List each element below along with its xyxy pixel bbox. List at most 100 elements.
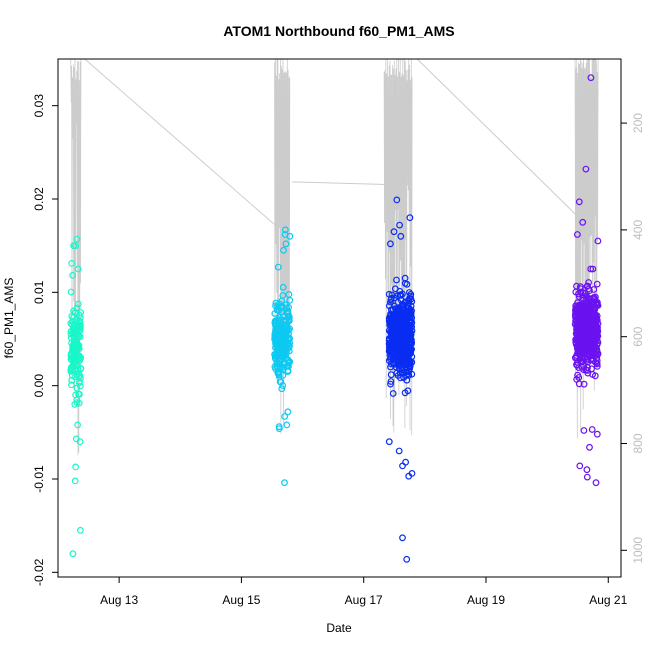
- data-point: [573, 323, 581, 330]
- data-point: [385, 438, 393, 446]
- data-point: [403, 555, 411, 563]
- data-point: [399, 534, 406, 542]
- data-point: [385, 336, 393, 344]
- data-point: [280, 246, 287, 254]
- y2-tick-label: 800: [631, 433, 645, 453]
- x-tick-label: Aug 21: [589, 593, 627, 607]
- data-point: [284, 408, 292, 416]
- data-point: [286, 296, 294, 304]
- x-tick-label: Aug 13: [100, 593, 138, 607]
- data-point: [401, 274, 409, 282]
- data-point: [403, 348, 411, 355]
- data-point: [593, 430, 601, 438]
- data-point: [398, 332, 406, 339]
- data-point: [591, 344, 599, 351]
- data-point: [70, 307, 77, 315]
- data-point: [69, 550, 77, 558]
- data-point: [74, 300, 82, 308]
- data-point: [592, 479, 600, 487]
- data-point: [399, 349, 406, 357]
- data-point: [572, 302, 580, 310]
- secondary-line-connector: [292, 181, 385, 185]
- data-point: [394, 312, 402, 320]
- data-point: [397, 374, 404, 382]
- data-point: [72, 242, 79, 250]
- data-point: [592, 325, 599, 333]
- data-point: [75, 311, 83, 319]
- data-point: [594, 237, 602, 245]
- data-point: [285, 363, 292, 370]
- data-point: [395, 333, 403, 340]
- data-point: [385, 357, 393, 365]
- y-tick-label: 0.02: [32, 187, 46, 211]
- data-point: [395, 447, 403, 455]
- data-point: [404, 311, 412, 319]
- secondary-line-burst: [70, 58, 82, 456]
- data-point: [70, 313, 77, 321]
- data-point: [590, 294, 598, 301]
- data-point: [577, 312, 585, 320]
- data-point: [583, 466, 591, 474]
- data-point: [585, 285, 592, 293]
- data-point: [398, 327, 406, 335]
- data-point: [277, 340, 284, 347]
- data-point: [575, 374, 583, 381]
- data-point: [74, 265, 82, 273]
- data-point: [76, 357, 83, 365]
- data-point: [71, 400, 79, 408]
- data-point: [399, 462, 406, 470]
- data-point: [581, 325, 589, 333]
- data-point: [67, 366, 75, 374]
- data-point: [74, 366, 82, 373]
- data-point: [278, 385, 286, 393]
- data-point: [593, 348, 601, 356]
- data-point: [575, 344, 582, 352]
- data-point: [588, 426, 596, 433]
- data-point: [575, 198, 583, 206]
- y-axis-title: f60_PM1_AMS: [2, 278, 16, 359]
- data-point: [271, 317, 279, 325]
- data-point: [399, 317, 407, 325]
- data-point: [393, 196, 401, 204]
- data-point: [67, 288, 75, 296]
- data-point: [405, 339, 412, 347]
- data-point: [578, 344, 586, 352]
- data-point: [589, 265, 597, 273]
- data-point: [580, 333, 588, 341]
- y-tick-label: 0.00: [32, 374, 46, 398]
- data-point: [587, 74, 595, 82]
- data-point: [593, 280, 601, 288]
- data-point: [279, 283, 287, 291]
- data-point: [408, 358, 416, 366]
- data-point: [393, 353, 401, 360]
- data-point: [75, 390, 82, 398]
- y2-tick-label: 400: [631, 220, 645, 240]
- data-point: [400, 340, 408, 348]
- data-point: [580, 380, 588, 388]
- data-point: [407, 328, 414, 336]
- data-point: [387, 240, 394, 248]
- data-point: [397, 291, 405, 299]
- data-point: [405, 472, 413, 480]
- data-point: [575, 380, 583, 388]
- x-tick-label: Aug 17: [345, 593, 383, 607]
- data-point: [593, 360, 601, 368]
- data-point: [388, 295, 395, 302]
- data-point: [385, 314, 393, 322]
- data-point: [587, 344, 594, 352]
- y-tick-label: -0.01: [32, 465, 46, 493]
- data-point: [574, 336, 582, 343]
- data-point: [278, 347, 285, 355]
- data-point: [396, 305, 404, 313]
- data-point: [397, 232, 405, 240]
- data-point: [76, 314, 84, 322]
- data-point: [285, 360, 293, 367]
- axes-layer: Aug 13 Aug 15 Aug 17 Aug 19 Aug 21 -0.02 -0.01…: [32, 94, 645, 607]
- data-point: [75, 343, 82, 351]
- data-point: [389, 390, 397, 397]
- data-point: [386, 328, 394, 336]
- data-point: [402, 458, 410, 466]
- x-tick-label: Aug 15: [222, 593, 260, 607]
- data-point: [69, 354, 77, 362]
- data-point: [281, 479, 288, 487]
